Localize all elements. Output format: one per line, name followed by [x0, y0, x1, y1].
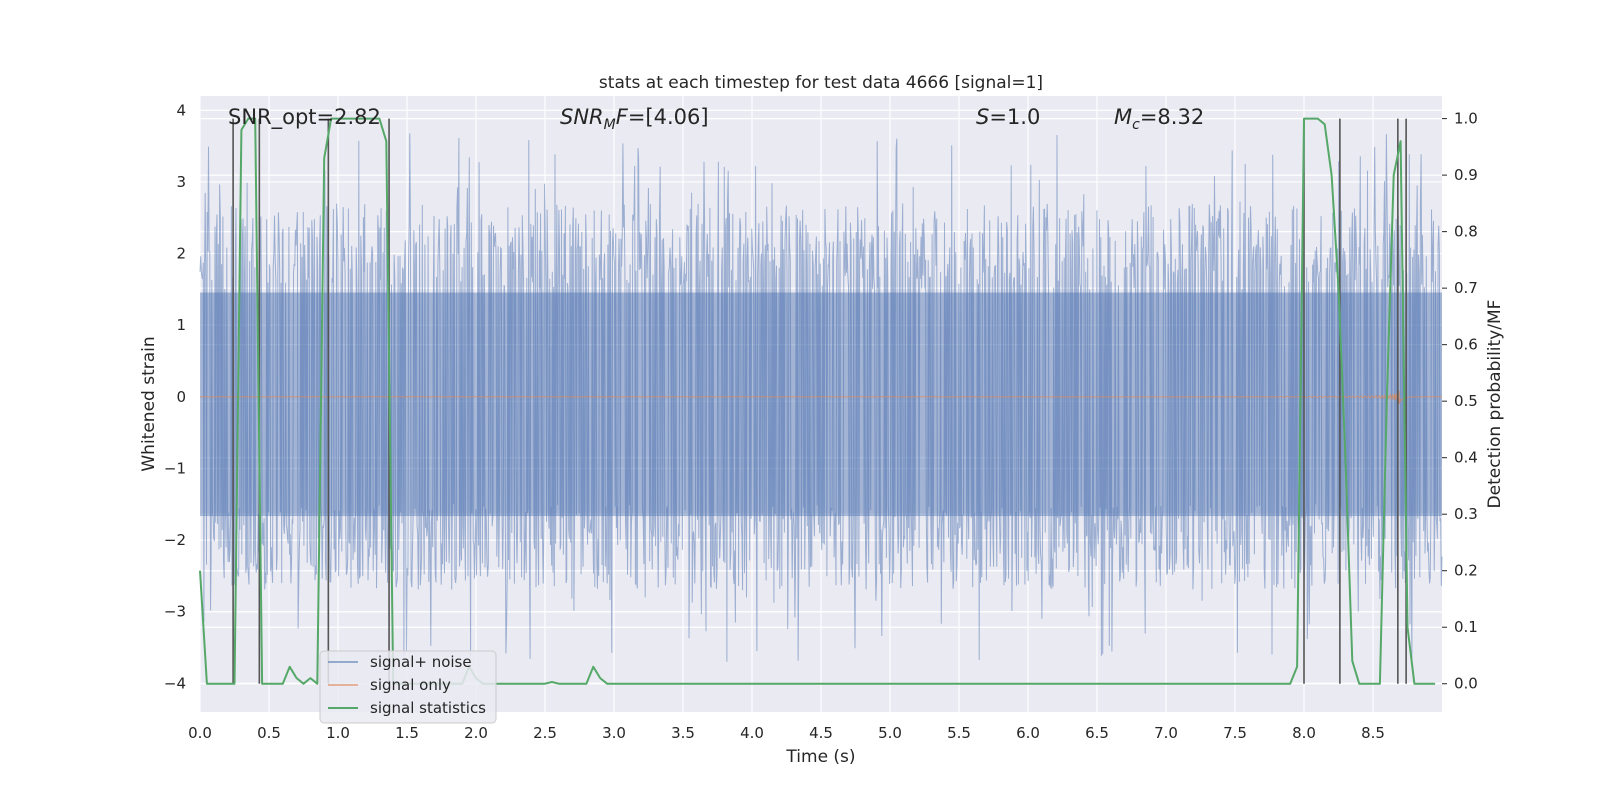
legend-label-signal-statistics: signal statistics — [370, 699, 486, 717]
y2-tick-label: 0.4 — [1454, 449, 1478, 467]
x-tick-label: 6.0 — [1016, 724, 1040, 742]
y-tick-label: −4 — [164, 674, 186, 692]
legend-box — [319, 650, 497, 724]
y-axis-label: Whitened strain — [139, 336, 159, 471]
s-symbol: S — [976, 105, 989, 129]
x-tick-label: 7.5 — [1223, 724, 1247, 742]
snr-mf-subscript: M — [604, 117, 616, 133]
mc-annotation: Mc=8.32 — [1114, 105, 1204, 133]
x-tick-label: 5.5 — [947, 724, 971, 742]
x-tick-label: 3.0 — [602, 724, 626, 742]
mc-subscript: c — [1132, 117, 1140, 133]
x-tick-label: 2.0 — [464, 724, 488, 742]
noise-core-band — [200, 292, 1442, 517]
snr-mf-annotation: SNRMF=[4.06] — [560, 105, 709, 133]
y-tick-label: −3 — [164, 603, 186, 621]
y2-tick-label: 0.1 — [1454, 618, 1478, 636]
x-tick-label: 6.5 — [1085, 724, 1109, 742]
y2-tick-label: 0.3 — [1454, 505, 1478, 523]
y-tick-label: 1 — [176, 316, 186, 334]
s-annotation: S=1.0 — [976, 105, 1040, 129]
legend: signal+ noise signal only signal statist… — [319, 650, 497, 724]
y2-tick-label: 0.7 — [1454, 279, 1478, 297]
x-tick-label: 1.5 — [395, 724, 419, 742]
mc-symbol: M — [1114, 105, 1132, 129]
snr-mf-value: =[4.06] — [628, 105, 709, 129]
x-tick-label: 8.0 — [1292, 724, 1316, 742]
y2-tick-label: 0.0 — [1454, 675, 1478, 693]
snr-opt-annotation: SNR_opt=2.82 — [228, 105, 381, 130]
x-tick-label: 1.0 — [326, 724, 350, 742]
y2-tick-label: 1.0 — [1454, 110, 1478, 128]
statistics-line — [199, 117, 1436, 685]
y-tick-label: −2 — [164, 531, 186, 549]
x-tick-label: 8.5 — [1361, 724, 1385, 742]
signal-only-series — [200, 390, 1442, 404]
x-tick-label: 3.5 — [671, 724, 695, 742]
y2-tick-label: 0.5 — [1454, 392, 1478, 410]
y-tick-label: 2 — [176, 245, 186, 263]
x-tick-label: 0.5 — [257, 724, 281, 742]
legend-label-signal-noise: signal+ noise — [370, 653, 472, 671]
chirp-trace — [200, 390, 1442, 404]
y2-tick-label: 0.6 — [1454, 336, 1478, 354]
signal-noise-series — [199, 133, 1443, 662]
s-value: =1.0 — [989, 105, 1040, 129]
snr-mf-symbol: SNR — [560, 105, 604, 129]
noise-trace — [199, 133, 1443, 662]
x-tick-label: 4.5 — [809, 724, 833, 742]
y-tick-label: 3 — [176, 173, 186, 191]
y-tick-label: 4 — [176, 101, 186, 119]
y2-axis-label: Detection probability/MF — [1485, 300, 1505, 509]
mc-value: =8.32 — [1140, 105, 1204, 129]
x-tick-label: 2.5 — [533, 724, 557, 742]
chart-title: stats at each timestep for test data 466… — [599, 73, 1043, 93]
x-tick-label: 5.0 — [878, 724, 902, 742]
snr-mf-rest: F — [616, 105, 629, 129]
x-axis-label: Time (s) — [785, 747, 855, 767]
x-tick-label: 4.0 — [740, 724, 764, 742]
y-tick-label: 0 — [176, 388, 186, 406]
y-tick-label: −1 — [164, 459, 186, 477]
y2-tick-label: 0.8 — [1454, 223, 1478, 241]
x-tick-label: 7.0 — [1154, 724, 1178, 742]
signal-statistics-series — [199, 117, 1436, 685]
y2-tick-label: 0.9 — [1454, 166, 1478, 184]
y2-tick-label: 0.2 — [1454, 562, 1478, 580]
x-tick-label: 0.0 — [188, 724, 212, 742]
tick-labels: 0.0 0.5 1.0 1.5 2.0 2.5 3.0 3.5 4.0 4.5 5.0 5.5 6.0 6… — [164, 101, 1478, 742]
legend-label-signal-only: signal only — [370, 676, 451, 694]
